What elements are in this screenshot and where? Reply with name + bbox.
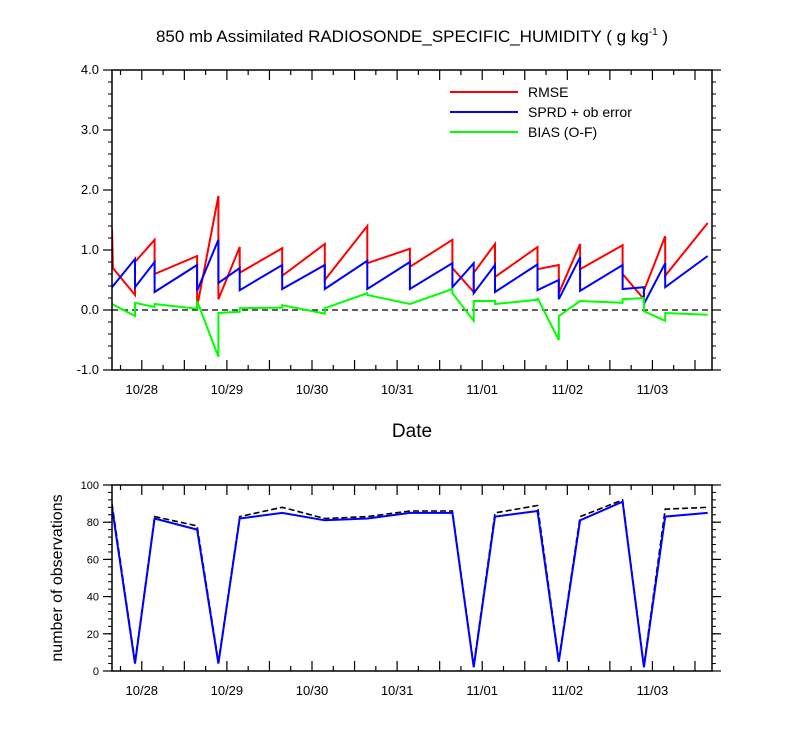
y-tick-label: 4.0 [81, 62, 99, 77]
x-tick-label: 10/30 [296, 683, 329, 698]
title-superscript: -1 [649, 27, 658, 38]
plot-frame [111, 484, 713, 672]
x-tick-label: 11/03 [637, 683, 669, 698]
y-tick-label: -1.0 [77, 362, 99, 377]
y-tick-label: 3.0 [81, 122, 99, 137]
y-tick-label: 80 [87, 517, 99, 529]
x-tick-label: 10/28 [126, 382, 159, 397]
x-tick-label: 10/29 [211, 382, 244, 397]
y-tick-label: 0.0 [81, 302, 99, 317]
title-main: 850 mb Assimilated RADIOSONDE_SPECIFIC_H… [156, 27, 649, 46]
x-tick-label: 11/01 [466, 382, 498, 397]
legend-label-rmse: RMSE [528, 84, 568, 100]
y-tick-label: 1.0 [81, 242, 99, 257]
x-tick-label: 10/31 [381, 382, 414, 397]
figure-title: 850 mb Assimilated RADIOSONDE_SPECIFIC_H… [156, 27, 668, 46]
series-line-bias-o-f [112, 287, 708, 358]
legend-label-sprd-ob-error: SPRD + ob error [528, 104, 632, 120]
x-tick-label: 10/29 [211, 683, 244, 698]
x-tick-label: 10/28 [126, 683, 159, 698]
legend: RMSE SPRD + ob error BIAS (O-F) [450, 84, 632, 140]
x-axis-label: Date [392, 421, 432, 442]
x-tick-label: 11/01 [466, 683, 498, 698]
x-tick-label: 10/31 [381, 683, 414, 698]
x-tick-label: 11/02 [552, 382, 584, 397]
x-tick-label: 11/03 [637, 382, 669, 397]
series-line-used [112, 500, 708, 668]
top-chart-panel: -1.0 0.0 1.0 2.0 3.0 4.0 10/28 10/29 10/30 10/31 1… [77, 62, 721, 442]
y-tick-label: 40 [87, 592, 99, 604]
bottom-chart-panel: 0 20 40 60 80 100 10/28 10/29 10/30 10/31 11/01 11/… [49, 480, 721, 698]
title-end: ) [658, 27, 668, 46]
x-tick-label: 11/02 [552, 683, 584, 698]
y-tick-label: 100 [81, 480, 99, 492]
y-tick-label: 20 [87, 629, 99, 641]
legend-label-bias-o-f: BIAS (O-F) [528, 124, 597, 140]
y-tick-label: 0 [93, 666, 99, 678]
plot-frame [111, 69, 713, 371]
y-tick-label: 60 [87, 554, 99, 566]
series-line-sprd-ob-error [112, 239, 709, 305]
y-tick-label: 2.0 [81, 182, 99, 197]
y-axis-label: number of observations [49, 494, 66, 661]
x-tick-label: 10/30 [296, 382, 329, 397]
